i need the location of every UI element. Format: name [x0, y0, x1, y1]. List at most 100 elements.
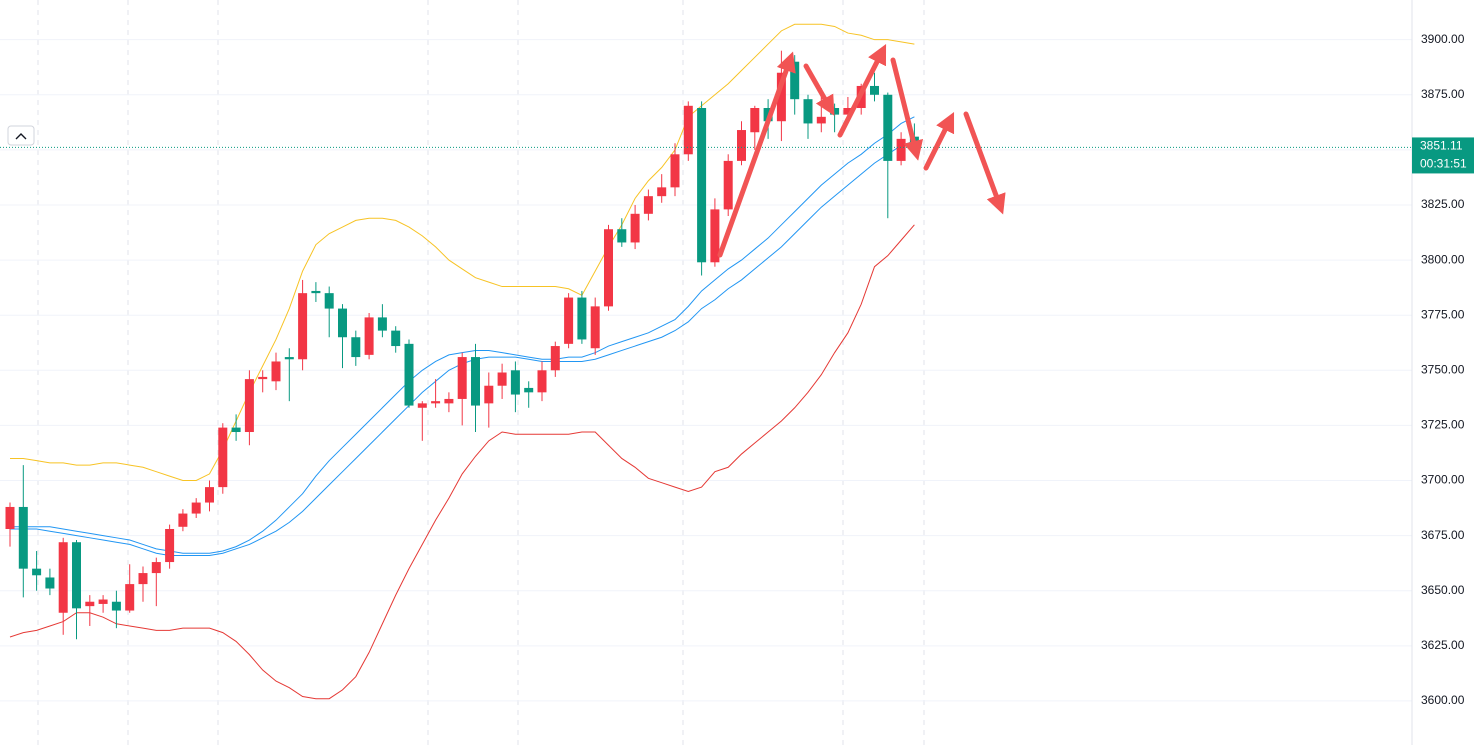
- candle-body: [816, 116, 826, 124]
- y-tick-label: 3750.00: [1421, 362, 1465, 376]
- candle-body: [98, 599, 108, 604]
- candle-body: [750, 108, 760, 133]
- y-tick-label: 3825.00: [1421, 197, 1465, 211]
- y-tick-label: 3675.00: [1421, 528, 1465, 542]
- indicator-line: [9, 224, 915, 700]
- candle-body: [58, 542, 68, 613]
- candle-body: [431, 401, 441, 404]
- candle-body: [18, 506, 28, 569]
- candle-body: [165, 528, 175, 563]
- arrow: [717, 51, 796, 258]
- candle-body: [883, 94, 893, 161]
- candle-body: [630, 213, 640, 243]
- candle-body: [896, 138, 906, 161]
- plot-area: [0, 23, 1412, 700]
- y-tick-label: 3625.00: [1421, 638, 1465, 652]
- arrow: [803, 63, 835, 116]
- candle-body: [564, 297, 574, 344]
- candle-body: [72, 542, 81, 609]
- candle-body: [364, 317, 374, 355]
- chevron-icon: [15, 133, 27, 140]
- candle-body: [351, 337, 361, 358]
- candle-body: [510, 370, 520, 395]
- candle-body: [843, 108, 853, 115]
- candle-body: [45, 577, 55, 589]
- candle-body: [830, 108, 840, 115]
- collapse-button[interactable]: [7, 125, 35, 146]
- candle-body: [803, 99, 813, 124]
- candle-body: [737, 130, 746, 161]
- arrow: [837, 43, 887, 138]
- candle-body: [125, 584, 135, 611]
- candle-body: [218, 427, 228, 488]
- annotation-arrows: [717, 43, 1006, 258]
- indicator-line: [10, 116, 915, 554]
- candle-body: [444, 398, 454, 404]
- candle-body: [604, 229, 613, 307]
- candle-body: [457, 357, 467, 399]
- last-price-box: [1412, 137, 1474, 174]
- candle-body: [298, 293, 308, 360]
- candle-body: [617, 229, 627, 243]
- candle-body: [790, 61, 800, 100]
- candle-body: [643, 196, 653, 214]
- y-tick-label: 3700.00: [1421, 473, 1465, 487]
- candle-body: [284, 357, 294, 360]
- candle-body: [550, 346, 560, 371]
- last-price-label: 3851.11: [1420, 139, 1463, 153]
- candle-body: [338, 308, 347, 338]
- candle-body: [537, 370, 547, 393]
- candle-body: [590, 306, 600, 349]
- candle-body: [723, 160, 733, 210]
- y-tick-label: 3775.00: [1421, 307, 1465, 321]
- arrow: [890, 57, 924, 161]
- y-tick-label: 3800.00: [1421, 252, 1465, 266]
- candle-body: [377, 317, 387, 331]
- candle-body: [404, 343, 414, 406]
- price-axis: [1412, 0, 1476, 745]
- candle-body: [191, 502, 201, 514]
- candle-body: [870, 85, 879, 95]
- candle-body: [391, 330, 401, 347]
- candle-body: [258, 376, 268, 380]
- button-frame[interactable]: [7, 125, 35, 146]
- y-tick-label: 3725.00: [1421, 418, 1465, 432]
- y-tick-label: 3600.00: [1421, 693, 1465, 707]
- candle-body: [417, 403, 427, 408]
- arrow: [963, 111, 1006, 215]
- candle-body: [697, 108, 707, 263]
- candle-body: [324, 293, 334, 309]
- candle-body: [524, 387, 534, 393]
- candle-body: [710, 209, 720, 263]
- candle-body: [32, 568, 42, 576]
- countdown-label: 00:31:51: [1420, 157, 1467, 171]
- indicator-line: [10, 23, 915, 482]
- candle-body: [683, 105, 693, 155]
- candle-body: [657, 187, 667, 197]
- arrow: [923, 111, 955, 171]
- candle-body: [311, 290, 321, 294]
- candle-body: [205, 487, 214, 503]
- candle-body: [138, 573, 148, 585]
- candle-body: [5, 506, 15, 529]
- candle-body: [85, 601, 95, 607]
- candle-body: [244, 379, 254, 433]
- candle-body: [231, 427, 241, 433]
- candle-body: [471, 357, 480, 406]
- candle-body: [271, 361, 281, 382]
- y-tick-label: 3900.00: [1421, 32, 1465, 46]
- candle-body: [151, 562, 161, 574]
- candle-body: [577, 297, 587, 340]
- indicator-line: [10, 140, 915, 556]
- candle-body: [497, 372, 507, 386]
- y-tick-label: 3650.00: [1421, 583, 1465, 597]
- candle-body: [776, 72, 786, 122]
- price-axis-labels: 3600.00 3625.00 3650.00 3675.00 3700.00 3725.…: [1412, 32, 1474, 707]
- candle-body: [111, 601, 121, 611]
- y-tick-label: 3875.00: [1421, 87, 1465, 101]
- candle-body: [178, 513, 188, 527]
- candle-body: [670, 154, 680, 188]
- candle-body: [484, 385, 494, 404]
